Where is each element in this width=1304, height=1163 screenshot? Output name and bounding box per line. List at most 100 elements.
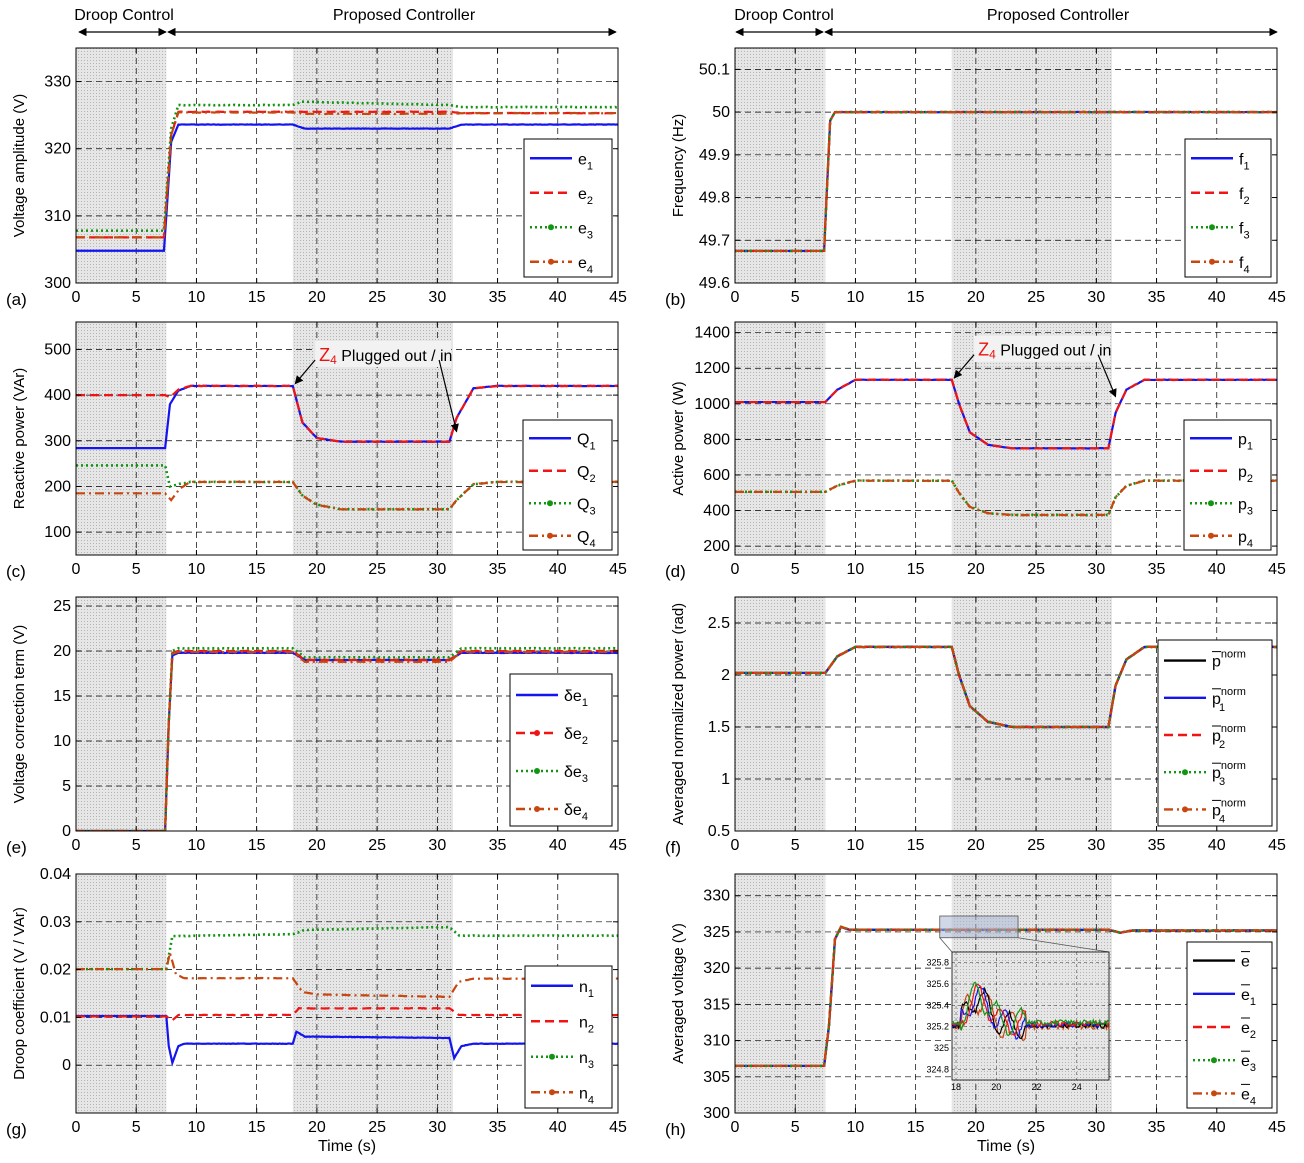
legend-main: Q	[577, 496, 589, 513]
shaded-interval	[76, 48, 167, 283]
shaded-interval	[76, 597, 167, 831]
shaded-interval	[292, 48, 453, 283]
panel-e: 0 5 10 15 20 25 30 35 40 45 0 5 10 15 20 25 Voltage corr…	[6, 596, 627, 857]
legend-label: pnorm 1	[1212, 686, 1246, 714]
annotation-z-sub: 4	[330, 353, 337, 367]
legend-box	[1183, 419, 1272, 551]
x-tick-label: 10	[847, 289, 865, 306]
x-tick-label: 5	[132, 1119, 141, 1136]
legend-box	[1157, 639, 1273, 827]
panel-d: 0 5 10 15 20 25 30 35 40 452004006008001000120014…	[665, 321, 1286, 581]
panel-label: (h)	[665, 1120, 686, 1139]
y-tick-label: 310	[44, 208, 71, 225]
x-tick-label: 25	[368, 1119, 386, 1136]
x-tick-label: 30	[428, 837, 446, 854]
legend-main: Q	[577, 431, 589, 448]
shaded-interval	[292, 597, 453, 831]
x-tick-label: 25	[1027, 561, 1045, 578]
legend-label: p2	[1238, 464, 1253, 485]
series-group-d	[735, 378, 1277, 517]
x-tick-label: 40	[1208, 837, 1226, 854]
y-tick-label: 100	[44, 524, 71, 541]
legend-label: e	[1241, 954, 1250, 971]
x-tick-label: 10	[188, 289, 206, 306]
legend-marker	[1211, 1090, 1217, 1097]
x-tick-label: 5	[132, 837, 141, 854]
inset-y-tick-label: 325.4	[926, 1000, 949, 1010]
legend-sub: 3	[589, 505, 595, 517]
legend-main: p	[1238, 529, 1247, 546]
legend-main: δe	[564, 764, 582, 781]
legend-marker	[547, 532, 553, 539]
axes-frame-a	[75, 47, 619, 284]
legend-marker	[534, 806, 540, 812]
legend-marker	[548, 224, 554, 231]
legend-label: e1	[1241, 987, 1256, 1008]
series-line-p2	[735, 378, 1277, 450]
legend-label: Q2	[577, 464, 596, 485]
y-tick-label: 0.02	[40, 962, 71, 979]
legend-label: p4	[1238, 529, 1253, 550]
shaded-interval	[735, 874, 826, 1113]
shaded-interval	[735, 48, 826, 283]
x-tick-label: 35	[489, 1119, 507, 1136]
annotation-z-sub: 4	[989, 348, 996, 362]
x-tick-label: 45	[1268, 837, 1286, 854]
inset-y-tick-label: 325	[934, 1043, 949, 1053]
legend-sub: 4	[587, 264, 593, 276]
x-tick-label: 0	[72, 837, 81, 854]
legend-sub: 3	[588, 1059, 594, 1071]
x-tick-label: 20	[308, 561, 326, 578]
x-tick-label: 5	[791, 289, 800, 306]
legend-main: n	[579, 979, 588, 996]
series-line-δe4	[76, 650, 618, 831]
legend-label: δe2	[564, 726, 588, 747]
droop-control-label-left: Droop Control	[74, 7, 174, 24]
shaded-interval	[292, 874, 453, 1113]
legend-label: p1	[1238, 431, 1253, 452]
zoom-connector	[939, 937, 953, 953]
legend-sub: 2	[1250, 1029, 1256, 1041]
axes-frame-b	[734, 47, 1278, 284]
x-tick-label: 30	[1087, 561, 1105, 578]
legend-box	[524, 965, 613, 1109]
legend-marker	[1208, 500, 1214, 507]
shaded-interval	[76, 322, 167, 555]
y-tick-label: 500	[44, 341, 71, 358]
y-tick-label: 300	[44, 433, 71, 450]
legend-label: Q4	[577, 529, 596, 550]
inset-x-tick-label: 20	[991, 1082, 1001, 1092]
y-tick-label: 200	[44, 478, 71, 495]
panel-label: (b)	[665, 290, 686, 309]
panel-h: 0 5 10 15 20 25 30 35 40 45300305310315320325330A…	[665, 873, 1286, 1155]
legend-sub: 1	[589, 440, 595, 452]
shaded-interval	[735, 322, 826, 555]
legend-main: e	[578, 186, 587, 203]
legend-main: e	[1241, 1086, 1250, 1103]
legend-main: e	[578, 151, 587, 168]
panel-label: (c)	[6, 562, 26, 581]
y-tick-label: 49.9	[699, 147, 730, 164]
header-right: Droop Control Proposed Controller	[734, 7, 1278, 37]
x-tick-label: 5	[791, 561, 800, 578]
legend-label: e2	[578, 186, 593, 207]
legend-main: f	[1239, 186, 1244, 203]
legend-marker	[549, 1053, 555, 1060]
y-tick-label: 800	[703, 431, 730, 448]
x-tick-label: 45	[609, 561, 627, 578]
legend-sub: 4	[1219, 813, 1225, 825]
series-line-Q4	[76, 480, 618, 511]
inset-plot: 18 20 22 24 324.8 325 325.2 325.4 325.6 325.8	[926, 951, 1110, 1092]
annotation-rest: Plugged out / in	[996, 343, 1112, 360]
y-axis-label: Active power (W)	[670, 381, 687, 495]
x-tick-label: 10	[188, 837, 206, 854]
x-tick-label: 10	[188, 561, 206, 578]
legend-main: Q	[577, 529, 589, 546]
annotation-text: Z4 Plugged out / in	[978, 340, 1111, 362]
y-tick-label: 5	[62, 778, 71, 795]
legend-label: n1	[579, 979, 594, 1000]
x-tick-label: 15	[248, 561, 266, 578]
x-tick-label: 20	[308, 289, 326, 306]
